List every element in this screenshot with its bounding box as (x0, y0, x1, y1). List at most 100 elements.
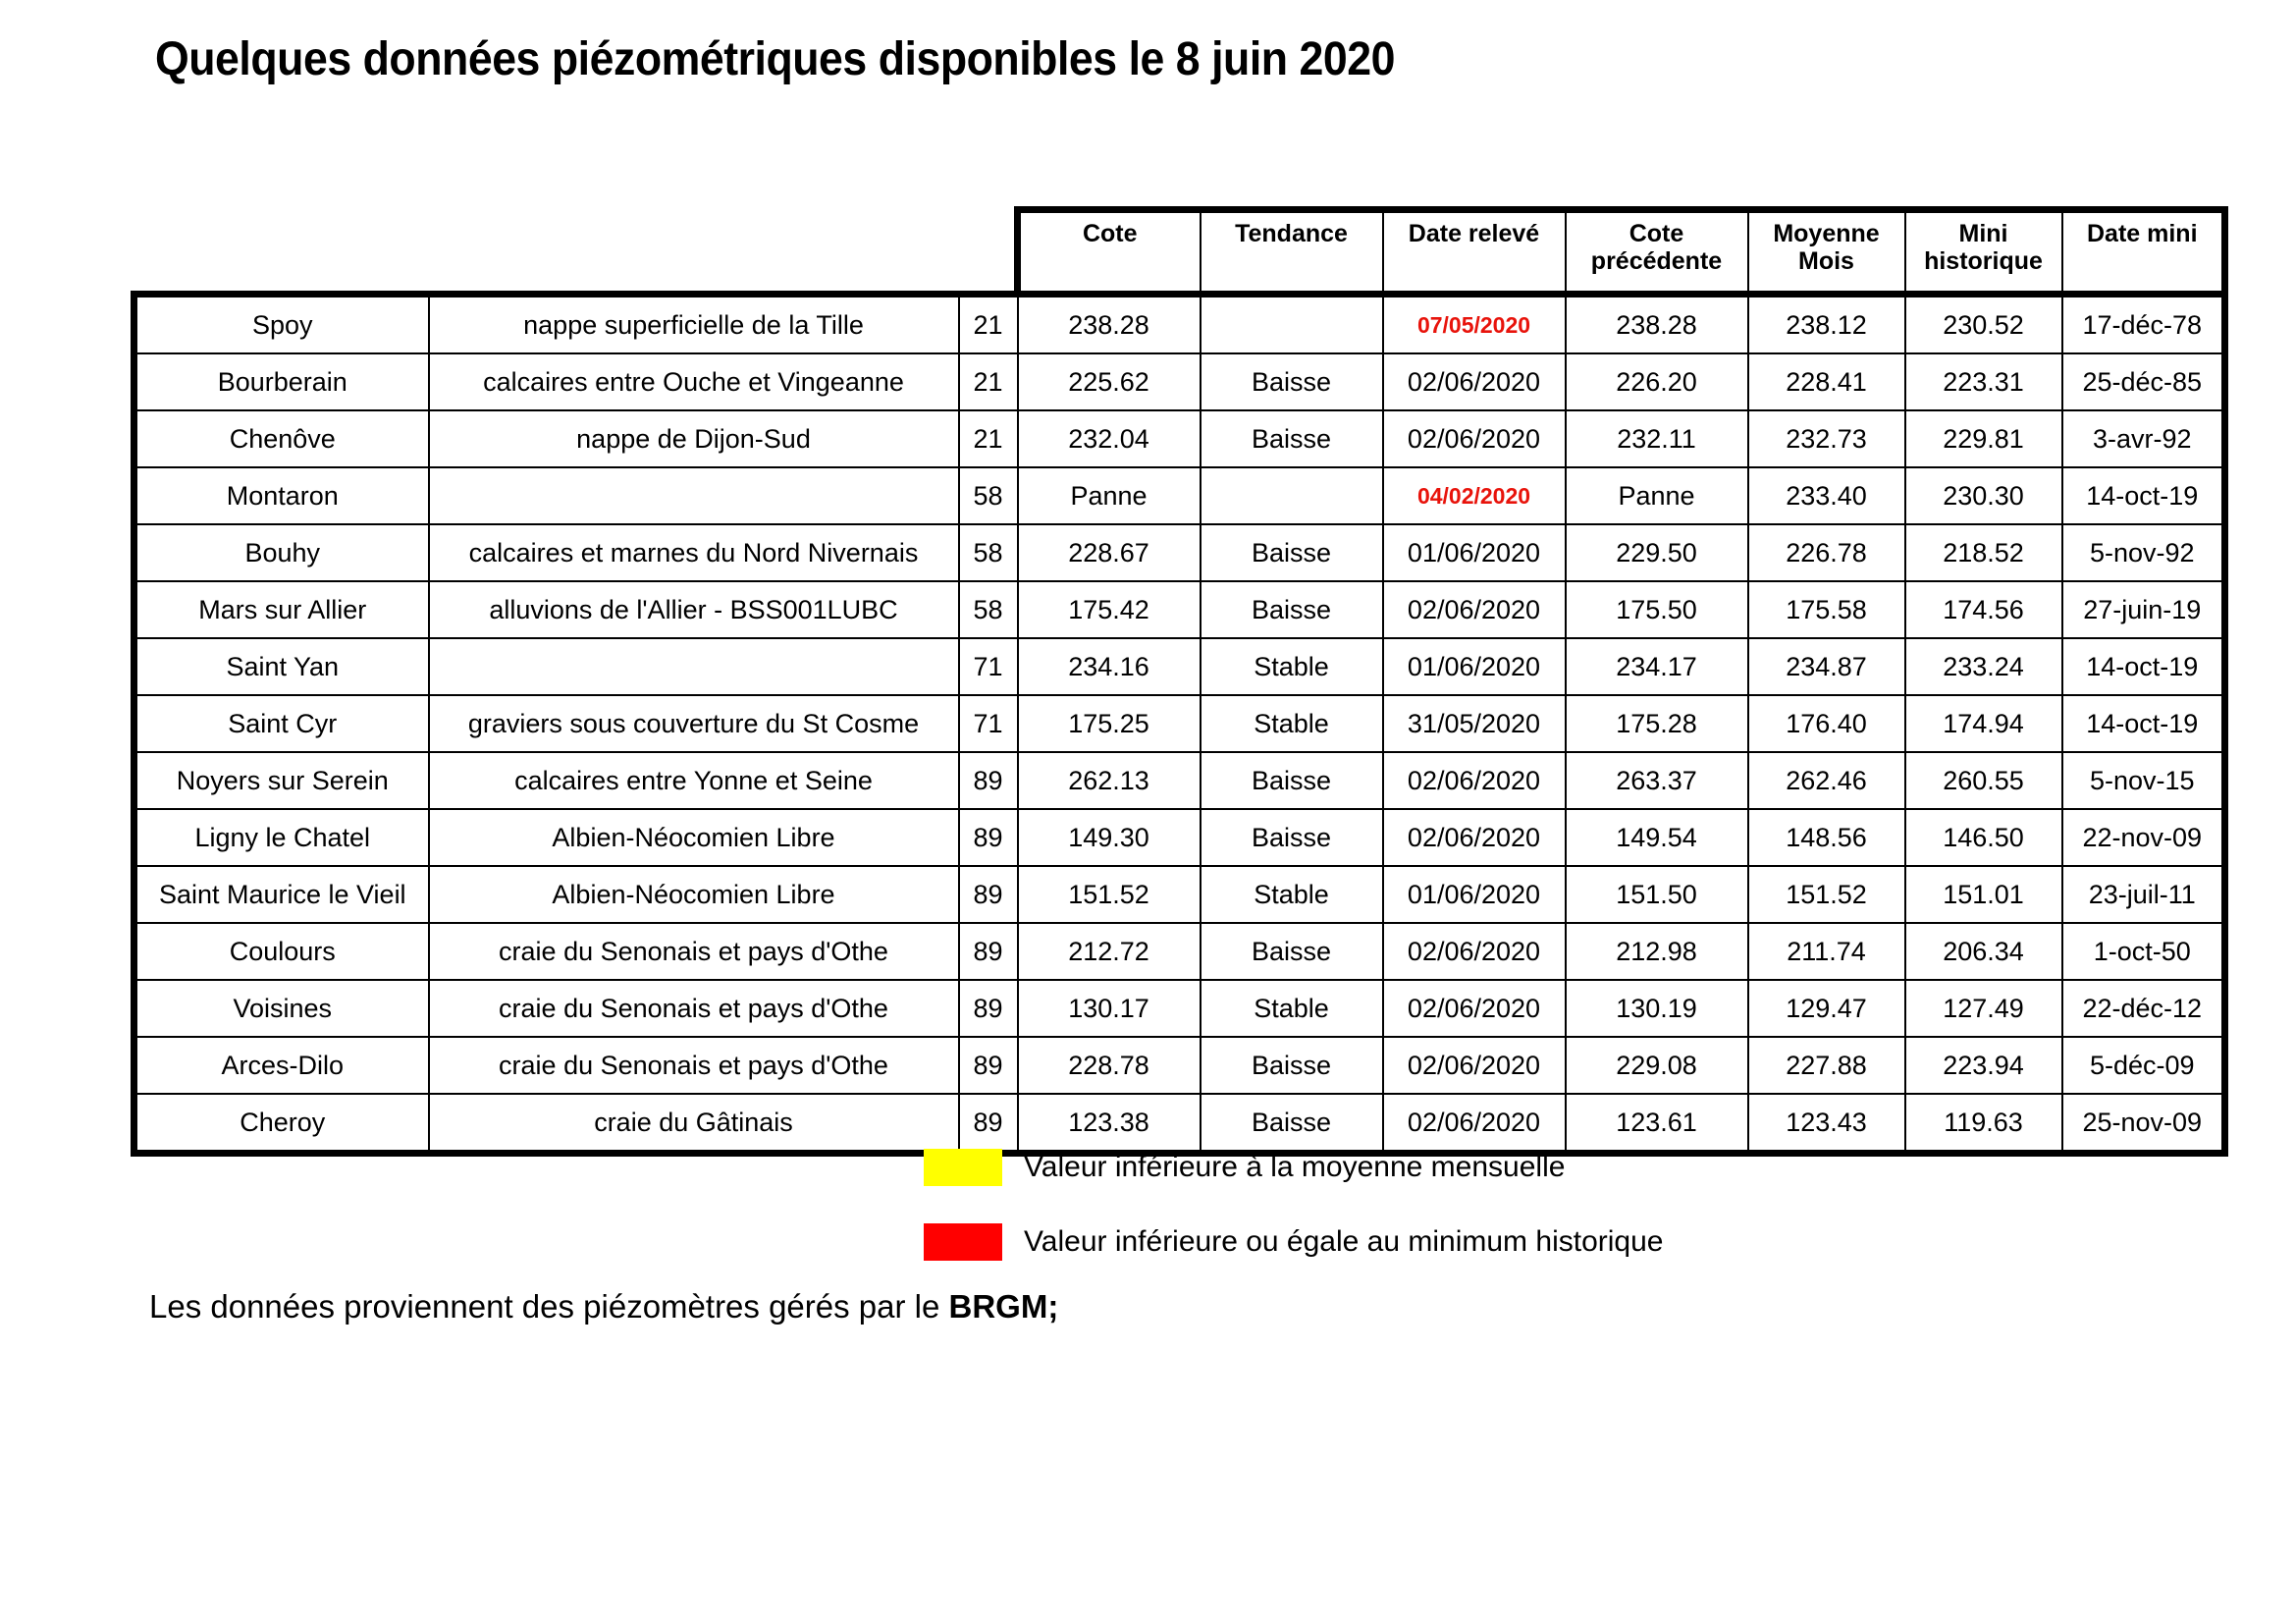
cell-cote: 238.28 (1016, 291, 1201, 354)
cell-date-mini: 23-juil-11 (2060, 865, 2228, 924)
cell-departement: 71 (957, 637, 1019, 696)
cell-date-mini: 5-nov-92 (2060, 523, 2228, 582)
table-row: Cheroy craie du Gâtinais 89 123.38 Baisse 02/… (131, 1093, 2228, 1157)
cell-cote-precedente: 234.17 (1564, 637, 1749, 696)
cell-departement: 21 (957, 409, 1019, 468)
cell-date-releve: 01/06/2020 (1381, 523, 1567, 582)
cell-cote: Panne (1016, 466, 1201, 525)
column-header-cote: Cote (1014, 206, 1201, 298)
cell-date-mini: 14-oct-19 (2060, 637, 2228, 696)
cell-aquifere: graviers sous couverture du St Cosme (427, 694, 960, 753)
cell-date-releve: 02/06/2020 (1381, 922, 1567, 981)
cell-moyenne-mois: 175.58 (1746, 580, 1906, 639)
cell-date-releve: 01/06/2020 (1381, 637, 1567, 696)
cell-date-releve: 01/06/2020 (1381, 865, 1567, 924)
cell-date-mini: 3-avr-92 (2060, 409, 2228, 468)
cell-moyenne-mois: 151.52 (1746, 865, 1906, 924)
cell-departement: 89 (957, 922, 1019, 981)
cell-cote: 175.25 (1016, 694, 1201, 753)
cell-date-releve: 02/06/2020 (1381, 751, 1567, 810)
cell-commune: Noyers sur Serein (131, 751, 430, 810)
cell-cote: 212.72 (1016, 922, 1201, 981)
cell-departement: 58 (957, 580, 1019, 639)
footer-note-source: BRGM; (948, 1288, 1059, 1325)
cell-departement: 89 (957, 1036, 1019, 1095)
cell-tendance: Baisse (1199, 751, 1384, 810)
cell-aquifere: craie du Senonais et pays d'Othe (427, 922, 960, 981)
cell-date-mini: 27-juin-19 (2060, 580, 2228, 639)
table-row: Noyers sur Serein calcaires entre Yonne e… (131, 751, 2228, 810)
cell-departement: 71 (957, 694, 1019, 753)
cell-mini-historique: 260.55 (1903, 751, 2063, 810)
cell-cote: 175.42 (1016, 580, 1201, 639)
footer-note-prefix: Les données proviennent des piézomètres … (149, 1288, 949, 1325)
cell-cote-precedente: 229.08 (1564, 1036, 1749, 1095)
cell-aquifere (427, 466, 960, 525)
cell-aquifere: nappe superficielle de la Tille (427, 291, 960, 354)
legend-item: Valeur inférieure ou égale au minimum hi… (924, 1223, 1663, 1261)
cell-cote-precedente: 229.50 (1564, 523, 1749, 582)
cell-cote-precedente: 232.11 (1564, 409, 1749, 468)
table-row: Bouhy calcaires et marnes du Nord Niverna… (131, 523, 2228, 582)
cell-cote: 151.52 (1016, 865, 1201, 924)
cell-cote-precedente: 151.50 (1564, 865, 1749, 924)
column-header-date-releve: Date relevé (1381, 206, 1567, 298)
cell-cote: 123.38 (1016, 1093, 1201, 1157)
cell-date-mini: 25-déc-85 (2060, 352, 2228, 411)
cell-tendance: Baisse (1199, 808, 1384, 867)
cell-tendance: Baisse (1199, 352, 1384, 411)
cell-mini-historique: 223.31 (1903, 352, 2063, 411)
cell-date-releve: 02/06/2020 (1381, 409, 1567, 468)
cell-moyenne-mois: 211.74 (1746, 922, 1906, 981)
cell-aquifere: calcaires et marnes du Nord Nivernais (427, 523, 960, 582)
cell-departement: 89 (957, 751, 1019, 810)
table-body: Spoy nappe superficielle de la Tille 21 238… (131, 291, 2228, 1157)
table-row: Spoy nappe superficielle de la Tille 21 238… (131, 291, 2228, 354)
cell-commune: Saint Yan (131, 637, 430, 696)
cell-cote-precedente: 238.28 (1564, 291, 1749, 354)
cell-tendance: Baisse (1199, 523, 1384, 582)
cell-moyenne-mois: 123.43 (1746, 1093, 1906, 1157)
table-row: Montaron 58 Panne 04/02/2020 Panne 233.40 230.… (131, 466, 2228, 525)
cell-moyenne-mois: 148.56 (1746, 808, 1906, 867)
cell-departement: 89 (957, 808, 1019, 867)
cell-date-mini: 5-nov-15 (2060, 751, 2228, 810)
cell-cote-precedente: 263.37 (1564, 751, 1749, 810)
cell-date-mini: 5-déc-09 (2060, 1036, 2228, 1095)
piezometry-table: Cote Tendance Date relevé Cote précédent… (131, 206, 2228, 1157)
cell-cote: 262.13 (1016, 751, 1201, 810)
cell-cote-precedente: 226.20 (1564, 352, 1749, 411)
piezometry-table-container: Cote Tendance Date relevé Cote précédent… (131, 206, 2228, 1157)
cell-commune: Saint Cyr (131, 694, 430, 753)
cell-mini-historique: 127.49 (1903, 979, 2063, 1038)
cell-moyenne-mois: 226.78 (1746, 523, 1906, 582)
table-row: Chenôve nappe de Dijon-Sud 21 232.04 Baisse 0… (131, 409, 2228, 468)
table-row: Arces-Dilo craie du Senonais et pays d'Ot… (131, 1036, 2228, 1095)
cell-mini-historique: 223.94 (1903, 1036, 2063, 1095)
cell-cote: 149.30 (1016, 808, 1201, 867)
cell-moyenne-mois: 232.73 (1746, 409, 1906, 468)
cell-tendance: Baisse (1199, 580, 1384, 639)
table-row: Coulours craie du Senonais et pays d'Othe… (131, 922, 2228, 981)
column-header-moyenne-mois: Moyenne Mois (1746, 206, 1906, 298)
table-row: Saint Yan 71 234.16 Stable 01/06/2020 234.17 2… (131, 637, 2228, 696)
cell-mini-historique: 233.24 (1903, 637, 2063, 696)
page-title: Quelques données piézométriques disponib… (155, 33, 1395, 85)
cell-mini-historique: 230.30 (1903, 466, 2063, 525)
table-row: Ligny le Chatel Albien-Néocomien Libre 89 1… (131, 808, 2228, 867)
cell-date-releve: 02/06/2020 (1381, 1093, 1567, 1157)
cell-moyenne-mois: 238.12 (1746, 291, 1906, 354)
cell-aquifere: calcaires entre Ouche et Vingeanne (427, 352, 960, 411)
cell-date-releve: 02/06/2020 (1381, 979, 1567, 1038)
header-spacer-aquifere (429, 210, 959, 295)
table-row: Mars sur Allier alluvions de l'Allier - B… (131, 580, 2228, 639)
cell-cote-precedente: Panne (1564, 466, 1749, 525)
cell-moyenne-mois: 129.47 (1746, 979, 1906, 1038)
cell-departement: 58 (957, 466, 1019, 525)
table-row: Saint Maurice le Vieil Albien-Néocomien L… (131, 865, 2228, 924)
cell-commune: Coulours (131, 922, 430, 981)
cell-date-mini: 14-oct-19 (2060, 466, 2228, 525)
footer-note: Les données proviennent des piézomètres … (149, 1288, 1058, 1325)
cell-cote: 234.16 (1016, 637, 1201, 696)
cell-date-mini: 14-oct-19 (2060, 694, 2228, 753)
